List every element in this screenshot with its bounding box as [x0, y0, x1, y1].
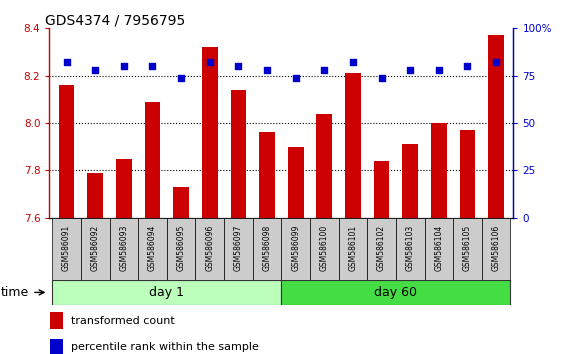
Point	[91, 67, 100, 73]
Bar	[402, 144, 418, 218]
Bar	[50, 312, 63, 329]
FancyBboxPatch shape	[282, 218, 310, 280]
Text: GSM586102: GSM586102	[377, 224, 386, 270]
Bar	[88, 173, 103, 218]
Bar	[116, 159, 132, 218]
Bar	[316, 114, 332, 218]
Point	[320, 67, 329, 73]
Bar	[459, 130, 475, 218]
Text: GSM586097: GSM586097	[234, 224, 243, 271]
Bar	[202, 47, 218, 218]
FancyBboxPatch shape	[339, 218, 367, 280]
Text: GSM586106: GSM586106	[491, 224, 500, 270]
Point	[348, 59, 357, 65]
Text: day 1: day 1	[149, 286, 184, 299]
FancyBboxPatch shape	[310, 218, 339, 280]
Bar	[59, 85, 75, 218]
Point	[406, 67, 415, 73]
Text: GSM586105: GSM586105	[463, 224, 472, 270]
Bar	[145, 102, 160, 218]
Bar	[50, 339, 63, 354]
Point	[463, 63, 472, 69]
Text: GSM586103: GSM586103	[406, 224, 415, 270]
FancyBboxPatch shape	[52, 218, 81, 280]
Text: GSM586099: GSM586099	[291, 224, 300, 271]
Bar	[259, 132, 275, 218]
Point	[291, 75, 300, 80]
Text: GSM586096: GSM586096	[205, 224, 214, 271]
Bar	[345, 73, 361, 218]
Bar	[288, 147, 304, 218]
Text: time: time	[1, 286, 44, 299]
FancyBboxPatch shape	[138, 218, 167, 280]
FancyBboxPatch shape	[367, 218, 396, 280]
Bar	[173, 187, 189, 218]
Text: transformed count: transformed count	[71, 316, 175, 326]
Point	[62, 59, 71, 65]
Text: GSM586091: GSM586091	[62, 224, 71, 270]
Text: GSM586093: GSM586093	[119, 224, 128, 271]
Point	[148, 63, 157, 69]
FancyBboxPatch shape	[425, 218, 453, 280]
FancyBboxPatch shape	[282, 280, 511, 305]
FancyBboxPatch shape	[167, 218, 195, 280]
Point	[119, 63, 128, 69]
FancyBboxPatch shape	[396, 218, 425, 280]
FancyBboxPatch shape	[252, 218, 282, 280]
Text: GSM586095: GSM586095	[177, 224, 186, 271]
Text: percentile rank within the sample: percentile rank within the sample	[71, 342, 259, 352]
Text: GSM586100: GSM586100	[320, 224, 329, 270]
Point	[491, 59, 500, 65]
Bar	[231, 90, 246, 218]
FancyBboxPatch shape	[453, 218, 482, 280]
Text: GDS4374 / 7956795: GDS4374 / 7956795	[45, 13, 185, 27]
Bar	[374, 161, 389, 218]
Bar	[488, 35, 504, 218]
Point	[177, 75, 186, 80]
FancyBboxPatch shape	[81, 218, 109, 280]
Point	[234, 63, 243, 69]
FancyBboxPatch shape	[195, 218, 224, 280]
Point	[205, 59, 214, 65]
Point	[263, 67, 272, 73]
FancyBboxPatch shape	[224, 218, 252, 280]
Text: GSM586098: GSM586098	[263, 224, 272, 270]
Point	[377, 75, 386, 80]
Text: GSM586101: GSM586101	[348, 224, 357, 270]
Text: day 60: day 60	[374, 286, 417, 299]
Bar	[431, 123, 447, 218]
Text: GSM586094: GSM586094	[148, 224, 157, 271]
FancyBboxPatch shape	[109, 218, 138, 280]
Point	[434, 67, 443, 73]
Text: GSM586092: GSM586092	[91, 224, 100, 270]
FancyBboxPatch shape	[52, 280, 282, 305]
Text: GSM586104: GSM586104	[434, 224, 443, 270]
FancyBboxPatch shape	[482, 218, 511, 280]
